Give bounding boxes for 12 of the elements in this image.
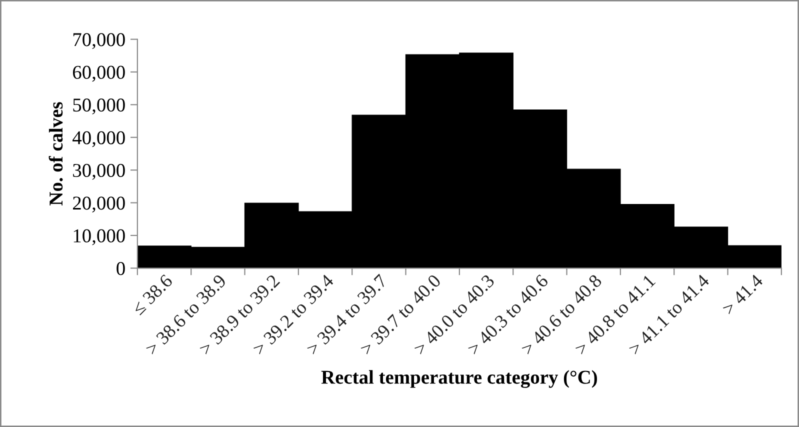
- y-tick-label: 20,000: [73, 196, 125, 212]
- x-tick-label: > 41.4: [722, 274, 764, 316]
- y-tick-label: 70,000: [73, 33, 125, 50]
- y-tick-label: 10,000: [74, 229, 125, 246]
- y-tick-label: 40,000: [72, 131, 125, 148]
- y-axis-title: No. of calves: [48, 102, 63, 206]
- x-axis-title: Rectal temperature category (°C): [321, 370, 597, 388]
- y-tick-label: 30,000: [73, 164, 125, 180]
- x-tick-label: ≤ 38.6: [131, 274, 174, 316]
- y-tick-label: 50,000: [73, 98, 125, 114]
- y-tick-label: 0: [116, 262, 125, 276]
- y-tick-label: 60,000: [72, 66, 125, 82]
